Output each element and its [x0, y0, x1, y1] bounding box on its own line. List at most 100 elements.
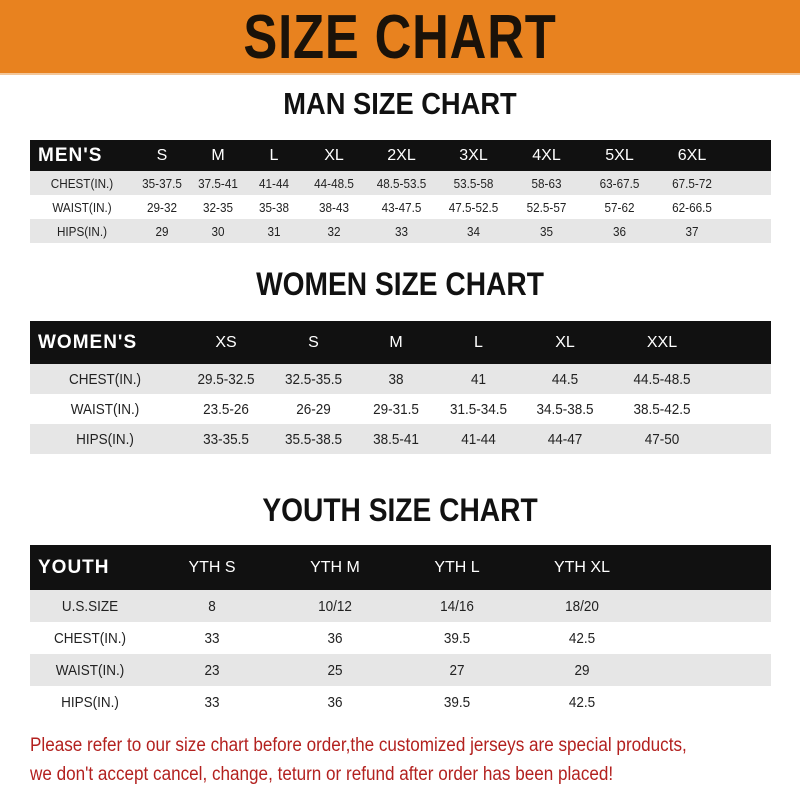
- men-section-title: MAN SIZE CHART: [283, 86, 517, 121]
- measurement-label: HIPS(IN.): [76, 430, 134, 448]
- measurement-value: 62-66.5: [672, 199, 712, 215]
- measurement-value: 8: [208, 597, 216, 615]
- measurement-value: 18/20: [565, 597, 599, 615]
- table-row: CHEST(IN.) 33 36 39.5 42.5: [30, 622, 771, 654]
- measurement-value: 57-62: [604, 199, 635, 215]
- measurement-value: 63-67.5: [599, 175, 640, 191]
- table-row: HIPS(IN.) 33 36 39.5 42.5: [30, 686, 771, 718]
- women-size-table: WOMEN'S XS S M L XL XXL CHEST(IN.) 29.5-32.5 32.5…: [30, 321, 771, 454]
- women-section-title: WOMEN SIZE CHART: [256, 266, 544, 302]
- measurement-value: 29-32: [147, 199, 177, 215]
- size-column-header: YTH M: [310, 558, 360, 576]
- size-column-header: 6XL: [677, 146, 707, 164]
- size-column-header: XL: [555, 333, 575, 351]
- measurement-value: 41-44: [461, 430, 496, 448]
- measurement-label: WAIST(IN.): [52, 199, 112, 215]
- measurement-value: 38.5-42.5: [633, 400, 691, 418]
- measurement-label: CHEST(IN.): [54, 629, 126, 647]
- measurement-value: 47.5-52.5: [448, 199, 499, 215]
- table-row: HIPS(IN.) 33-35.5 35.5-38.5 38.5-41 41-44 44-…: [30, 424, 771, 454]
- measurement-value: 33: [204, 693, 220, 711]
- table-row: HIPS(IN.) 29 30 31 32 33 34 35 36 37: [30, 219, 771, 243]
- size-column-header: 5XL: [605, 146, 634, 164]
- measurement-value: 35: [539, 223, 554, 239]
- measurement-value: 33: [204, 629, 220, 647]
- measurement-value: 36: [327, 629, 343, 647]
- main-title: SIZE CHART: [243, 3, 557, 72]
- measurement-value: 32-35: [203, 199, 233, 215]
- measurement-value: 38-43: [319, 199, 349, 215]
- measurement-value: 48.5-53.5: [376, 175, 427, 191]
- measurement-value: 41: [470, 370, 487, 388]
- measurement-value: 26-29: [296, 400, 331, 418]
- measurement-label: CHEST(IN.): [50, 175, 114, 191]
- measurement-value: 29-31.5: [373, 400, 419, 418]
- measurement-value: 33-35.5: [203, 430, 249, 448]
- table-row: U.S.SIZE 8 10/12 14/16 18/20: [30, 590, 771, 622]
- measurement-value: 38.5-41: [373, 430, 419, 448]
- measurement-value: 37: [685, 223, 699, 239]
- measurement-value: 44.5: [551, 370, 579, 388]
- measurement-label: WAIST(IN.): [70, 400, 140, 418]
- measurement-value: 14/16: [440, 597, 474, 615]
- size-column-header: XXL: [646, 333, 678, 351]
- size-column-header: 3XL: [459, 146, 488, 164]
- measurement-value: 34: [466, 223, 481, 239]
- size-column-header: YTH S: [188, 558, 236, 576]
- size-column-header: S: [308, 333, 319, 351]
- measurement-value: 42.5: [568, 693, 596, 711]
- measurement-value: 44-48.5: [314, 175, 354, 191]
- size-column-header: M: [211, 146, 225, 164]
- measurement-value: 32.5-35.5: [284, 370, 343, 388]
- measurement-value: 44.5-48.5: [633, 370, 691, 388]
- measurement-value: 53.5-58: [453, 175, 494, 191]
- measurement-value: 41-44: [259, 175, 289, 191]
- measurement-value: 58-63: [531, 175, 562, 191]
- measurement-value: 32: [327, 223, 341, 239]
- measurement-value: 29: [155, 223, 169, 239]
- size-column-header: M: [389, 333, 403, 351]
- women-table-label: WOMEN'S: [38, 331, 138, 353]
- measurement-value: 35.5-38.5: [284, 430, 343, 448]
- measurement-value: 42.5: [568, 629, 596, 647]
- measurement-value: 35-38: [259, 199, 289, 215]
- measurement-label: U.S.SIZE: [61, 597, 119, 615]
- measurement-value: 29.5-32.5: [197, 370, 255, 388]
- notice-line-1: Please refer to our size chart before or…: [30, 735, 687, 756]
- table-row: WAIST(IN.) 29-32 32-35 35-38 38-43 43-47.5 47.…: [30, 195, 771, 219]
- measurement-value: 34.5-38.5: [536, 400, 594, 418]
- size-column-header: YTH L: [434, 558, 480, 576]
- measurement-value: 35-37.5: [142, 175, 182, 191]
- size-column-header: L: [269, 146, 279, 164]
- measurement-value: 44-47: [547, 430, 583, 448]
- youth-header-row: YOUTH YTH S YTH M YTH L YTH XL: [30, 545, 771, 590]
- table-row: WAIST(IN.) 23.5-26 26-29 29-31.5 31.5-34.5 34…: [30, 394, 771, 424]
- measurement-value: 30: [211, 223, 225, 239]
- table-row: CHEST(IN.) 35-37.5 37.5-41 41-44 44-48.5 48.5…: [30, 171, 771, 195]
- measurement-value: 23: [204, 661, 220, 679]
- measurement-value: 33: [394, 223, 409, 239]
- table-row: WAIST(IN.) 23 25 27 29: [30, 654, 771, 686]
- measurement-label: HIPS(IN.): [61, 693, 119, 711]
- measurement-value: 39.5: [443, 693, 471, 711]
- measurement-value: 10/12: [318, 597, 352, 615]
- women-header-row: WOMEN'S XS S M L XL XXL: [30, 321, 771, 364]
- measurement-value: 31: [267, 223, 281, 239]
- size-column-header: YTH XL: [553, 558, 610, 576]
- men-header-row: MEN'S S M L XL 2XL 3XL 4XL 5XL 6XL: [30, 140, 771, 171]
- youth-table-label: YOUTH: [38, 556, 110, 578]
- size-column-header: XS: [215, 333, 237, 351]
- men-table-label: MEN'S: [38, 144, 103, 166]
- youth-size-table: YOUTH YTH S YTH M YTH L YTH XL U.S.SIZE 8 10/12…: [30, 545, 771, 718]
- size-column-header: 4XL: [532, 146, 561, 164]
- measurement-label: HIPS(IN.): [56, 223, 108, 239]
- measurement-value: 47-50: [644, 430, 680, 448]
- size-column-header: XL: [324, 146, 344, 164]
- notice-line-2: we don't accept cancel, change, teturn o…: [30, 764, 614, 785]
- measurement-label: WAIST(IN.): [55, 661, 125, 679]
- measurement-value: 31.5-34.5: [449, 400, 508, 418]
- measurement-value: 27: [449, 661, 465, 679]
- size-column-header: L: [474, 333, 483, 351]
- measurement-value: 23.5-26: [203, 400, 249, 418]
- youth-section-title: YOUTH SIZE CHART: [262, 492, 538, 528]
